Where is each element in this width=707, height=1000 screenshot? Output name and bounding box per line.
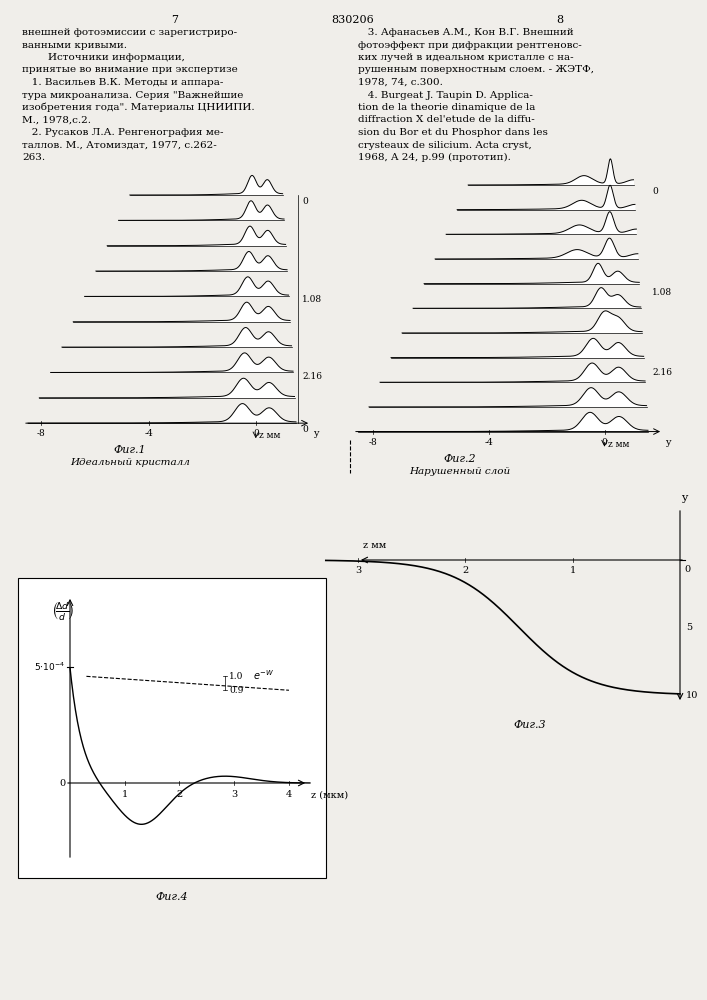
Text: 1. Васильев В.К. Методы и аппара-: 1. Васильев В.К. Методы и аппара- (22, 78, 223, 87)
Text: z (мкм): z (мкм) (311, 791, 348, 800)
Text: тура микроанализа. Серия "Важнейшие: тура микроанализа. Серия "Важнейшие (22, 91, 243, 100)
Text: 1.08: 1.08 (302, 295, 322, 304)
Text: 0: 0 (253, 429, 259, 438)
Text: 5: 5 (686, 623, 692, 632)
Text: ких лучей в идеальном кристалле с на-: ких лучей в идеальном кристалле с на- (358, 53, 573, 62)
Text: 2.16: 2.16 (302, 372, 322, 381)
Text: -8: -8 (37, 429, 46, 438)
Text: Фиг.3: Фиг.3 (514, 720, 547, 730)
Text: $5{\cdot}10^{-4}$: $5{\cdot}10^{-4}$ (34, 661, 65, 673)
Text: Фиг.4: Фиг.4 (156, 892, 188, 902)
Text: y: y (665, 438, 670, 447)
Text: 1.08: 1.08 (652, 288, 672, 297)
Text: Нарушенный слой: Нарушенный слой (409, 467, 510, 476)
Text: 1.0: 1.0 (229, 672, 244, 681)
Text: 3: 3 (231, 790, 238, 799)
Text: фотоэффект при дифракции рентгеновс-: фотоэффект при дифракции рентгеновс- (358, 40, 582, 49)
Text: crysteaux de silicium. Acta cryst,: crysteaux de silicium. Acta cryst, (358, 140, 532, 149)
Text: 2.16: 2.16 (652, 368, 672, 377)
Text: Идеальный кристалл: Идеальный кристалл (70, 458, 189, 467)
Text: 0: 0 (59, 778, 65, 788)
Text: Источники информации,: Источники информации, (22, 53, 185, 62)
Text: z мм: z мм (259, 431, 280, 440)
Text: sion du Bor et du Phosphor dans les: sion du Bor et du Phosphor dans les (358, 128, 548, 137)
Text: 1978, 74, с.300.: 1978, 74, с.300. (358, 78, 443, 87)
Text: М., 1978,с.2.: М., 1978,с.2. (22, 115, 91, 124)
Text: tion de la theorie dinamique de la: tion de la theorie dinamique de la (358, 103, 535, 112)
Text: y: y (681, 493, 687, 503)
Text: принятые во внимание при экспертизе: принятые во внимание при экспертизе (22, 66, 238, 75)
Text: -4: -4 (484, 438, 493, 447)
Text: diffraction X del'etude de la diffu-: diffraction X del'etude de la diffu- (358, 115, 534, 124)
Text: 1: 1 (122, 790, 128, 799)
Text: 2: 2 (176, 790, 182, 799)
Text: Фиг.2: Фиг.2 (443, 454, 476, 464)
Text: 830206: 830206 (332, 15, 375, 25)
Text: $e^{-W}$: $e^{-W}$ (253, 668, 274, 682)
Text: 0: 0 (302, 197, 308, 206)
Text: 0: 0 (602, 438, 607, 447)
Text: z мм: z мм (363, 541, 386, 550)
Text: 0: 0 (652, 187, 658, 196)
Text: 0: 0 (302, 425, 308, 434)
Text: 1: 1 (570, 566, 575, 575)
Text: таллов. М., Атомиздат, 1977, с.262-: таллов. М., Атомиздат, 1977, с.262- (22, 140, 217, 149)
Text: z мм: z мм (607, 440, 629, 449)
Text: -8: -8 (368, 438, 377, 447)
Text: 263.: 263. (22, 153, 45, 162)
Text: внешней фотоэмиссии с зарегистриро-: внешней фотоэмиссии с зарегистриро- (22, 28, 237, 37)
Text: 0.9: 0.9 (229, 686, 244, 695)
Text: 4: 4 (286, 790, 292, 799)
Text: 2: 2 (462, 566, 469, 575)
Text: 3: 3 (355, 566, 361, 575)
Text: ванными кривыми.: ванными кривыми. (22, 40, 127, 49)
Text: $\left(\!\frac{\Delta d}{d}\!\right)$: $\left(\!\frac{\Delta d}{d}\!\right)$ (51, 601, 74, 623)
Text: 1968, A 24, p.99 (прототип).: 1968, A 24, p.99 (прототип). (358, 153, 511, 162)
Text: изобретения года". Материалы ЦНИИПИ.: изобретения года". Материалы ЦНИИПИ. (22, 103, 255, 112)
Text: 2. Русаков Л.А. Ренгенография ме-: 2. Русаков Л.А. Ренгенография ме- (22, 128, 223, 137)
Text: y: y (313, 429, 318, 438)
Text: 4. Burgeat J. Taupin D. Applica-: 4. Burgeat J. Taupin D. Applica- (358, 91, 533, 100)
Text: 0: 0 (684, 565, 690, 574)
Text: 10: 10 (686, 690, 699, 700)
Bar (18, 578, 326, 878)
Text: 7: 7 (172, 15, 178, 25)
Text: 3. Афанасьев А.М., Кон В.Г. Внешний: 3. Афанасьев А.М., Кон В.Г. Внешний (358, 28, 573, 37)
Text: Фиг.1: Фиг.1 (114, 445, 146, 455)
Text: -4: -4 (144, 429, 153, 438)
Text: рушенным поверхностным слоем. - ЖЭТФ,: рушенным поверхностным слоем. - ЖЭТФ, (358, 66, 594, 75)
Text: 8: 8 (556, 15, 563, 25)
